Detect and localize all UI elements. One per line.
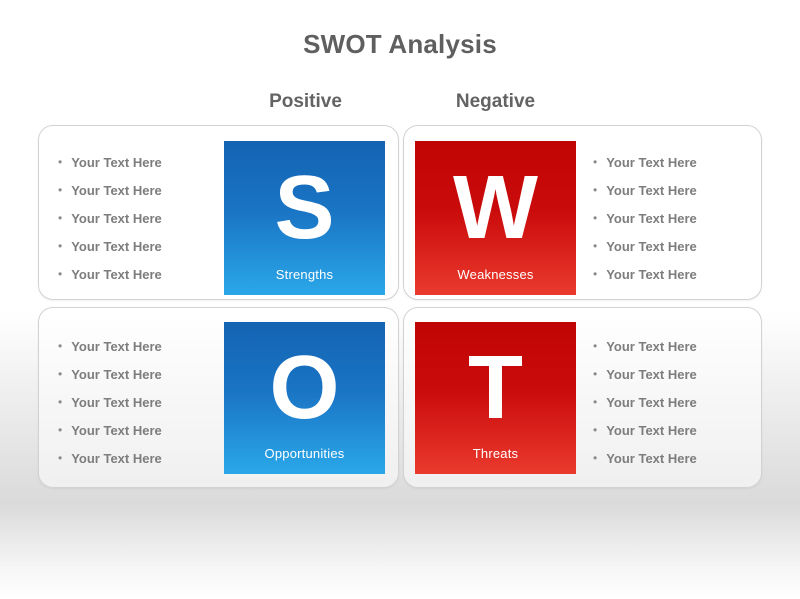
letter-tile-weaknesses: W Weaknesses [415,141,576,295]
list-item: • Your Text Here [58,388,162,416]
bullet-text: Your Text Here [606,238,697,254]
quadrant-card-strengths: • Your Text Here • Your Text Here • Your Te… [38,125,399,300]
bullet-text: Your Text Here [606,394,697,410]
letter-tile-opportunities: O Opportunities [224,322,385,474]
bullet-text: Your Text Here [71,238,162,254]
quadrant-card-weaknesses: W Weaknesses • Your Text Here • Your Text … [403,125,762,300]
bullet-icon: • [58,423,63,437]
list-item: • Your Text Here [593,444,697,472]
list-item: • Your Text Here [593,260,697,288]
bullet-icon: • [58,239,63,253]
bullet-icon: • [593,267,598,281]
bullet-text: Your Text Here [606,154,697,170]
bullet-icon: • [58,367,63,381]
bullet-text: Your Text Here [606,210,697,226]
list-item: • Your Text Here [593,332,697,360]
tile-letter: T [468,338,523,438]
tile-letter: W [453,158,538,258]
tile-label: Weaknesses [457,267,534,282]
bullet-text: Your Text Here [606,422,697,438]
list-item: • Your Text Here [593,360,697,388]
bullet-icon: • [593,211,598,225]
bullet-text: Your Text Here [71,210,162,226]
bullet-text: Your Text Here [606,182,697,198]
bullet-icon: • [593,395,598,409]
bullet-icon: • [58,339,63,353]
bullet-list-threats: • Your Text Here • Your Text Here • Your Te… [593,332,697,472]
bullet-icon: • [58,395,63,409]
bullet-text: Your Text Here [606,338,697,354]
bullet-icon: • [593,367,598,381]
bullet-text: Your Text Here [71,394,162,410]
bullet-text: Your Text Here [606,366,697,382]
bullet-text: Your Text Here [606,450,697,466]
quadrant-card-opportunities: • Your Text Here • Your Text Here • Your Te… [38,307,399,488]
list-item: • Your Text Here [593,388,697,416]
tile-letter: S [274,158,335,258]
letter-tile-strengths: S Strengths [224,141,385,295]
list-item: • Your Text Here [58,148,162,176]
bullet-text: Your Text Here [71,266,162,282]
list-item: • Your Text Here [593,416,697,444]
tile-label: Threats [472,446,519,461]
list-item: • Your Text Here [58,176,162,204]
bullet-icon: • [58,155,63,169]
bullet-text: Your Text Here [71,366,162,382]
page-title: SWOT Analysis [303,29,497,59]
bullet-text: Your Text Here [606,266,697,282]
bullet-icon: • [593,423,598,437]
list-item: • Your Text Here [58,332,162,360]
bullet-icon: • [593,183,598,197]
bullet-list-opportunities: • Your Text Here • Your Text Here • Your Te… [58,332,162,472]
tile-letter: O [269,338,340,438]
list-item: • Your Text Here [58,416,162,444]
bullet-list-strengths: • Your Text Here • Your Text Here • Your Te… [58,148,162,288]
bullet-text: Your Text Here [71,338,162,354]
bullet-text: Your Text Here [71,450,162,466]
tile-label: Opportunities [264,446,345,461]
list-item: • Your Text Here [593,148,697,176]
quadrant-grid: • Your Text Here • Your Text Here • Your Te… [38,125,762,488]
bullet-list-weaknesses: • Your Text Here • Your Text Here • Your Te… [593,148,697,288]
list-item: • Your Text Here [58,360,162,388]
bullet-icon: • [58,183,63,197]
list-item: • Your Text Here [58,204,162,232]
bullet-text: Your Text Here [71,154,162,170]
bullet-icon: • [58,267,63,281]
bullet-text: Your Text Here [71,422,162,438]
bullet-icon: • [593,155,598,169]
list-item: • Your Text Here [593,232,697,260]
tile-label: Strengths [275,267,334,282]
bullet-icon: • [593,339,598,353]
list-item: • Your Text Here [593,176,697,204]
list-item: • Your Text Here [58,444,162,472]
bullet-icon: • [58,211,63,225]
bullet-icon: • [58,451,63,465]
letter-tile-threats: T Threats [415,322,576,474]
bullet-icon: • [593,451,598,465]
bullet-text: Your Text Here [71,182,162,198]
list-item: • Your Text Here [593,204,697,232]
column-header-negative: Negative [455,91,536,112]
column-header-positive: Positive [269,91,342,112]
list-item: • Your Text Here [58,232,162,260]
quadrant-card-threats: T Threats • Your Text Here • Your Text Her… [403,307,762,488]
list-item: • Your Text Here [58,260,162,288]
bullet-icon: • [593,239,598,253]
